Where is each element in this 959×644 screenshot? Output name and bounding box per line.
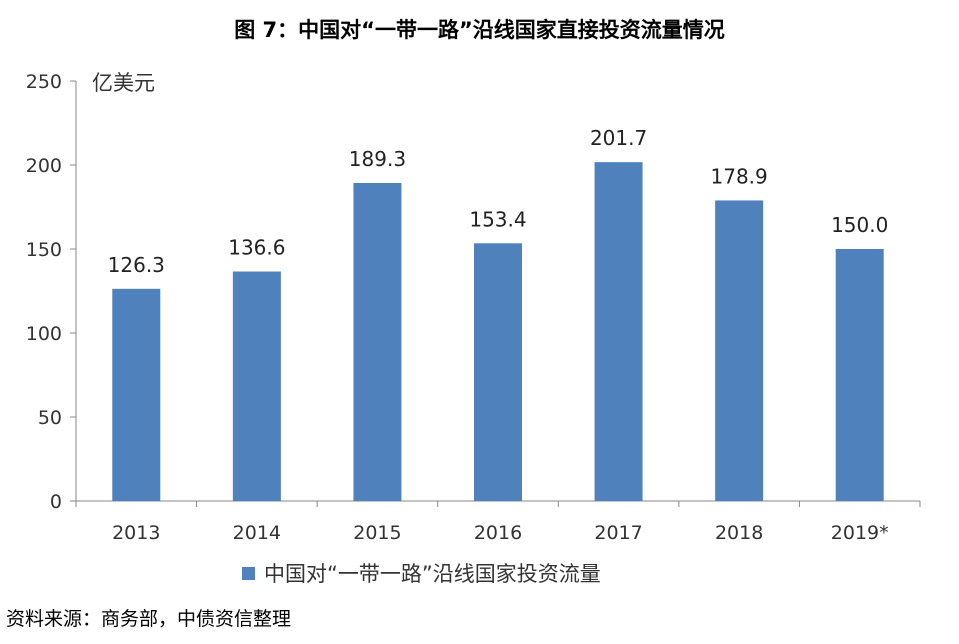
source-note: 资料来源：商务部，中债资信整理 [6,608,292,630]
bars [112,162,884,502]
bar [232,271,281,501]
bar [112,288,161,501]
data-labels: 126.3 136.6 189.3 153.4 201.7 178.9 150.0 [108,126,889,277]
bar [474,243,522,501]
data-label: 189.3 [349,147,406,171]
data-label: 136.6 [228,236,285,260]
x-tick-label: 2014 [233,522,281,544]
bar [715,200,764,501]
y-axis-unit: 亿美元 [92,71,155,95]
bar [353,182,402,501]
y-tick-label: 100 [26,323,62,345]
x-tick-label: 2015 [353,522,401,544]
y-tick-label: 250 [26,71,62,93]
x-tick-label: 2018 [715,522,763,544]
bar [835,249,884,501]
data-label: 126.3 [108,253,165,277]
y-tick-label: 0 [50,491,62,513]
y-tick-label: 50 [38,407,62,429]
data-label: 153.4 [469,207,526,231]
y-tick-label: 150 [26,239,62,261]
legend: 中国对“一带一路”沿线国家投资流量 [242,558,601,588]
data-label: 178.9 [711,164,768,188]
x-tick-label: 2019* [831,522,889,544]
x-tick-label: 2013 [112,522,160,544]
y-tick-label: 200 [26,155,62,177]
legend-label: 中国对“一带一路”沿线国家投资流量 [264,562,601,586]
data-label: 201.7 [590,126,647,150]
x-tick-label: 2016 [474,522,522,544]
x-tick-label: 2017 [594,522,642,544]
data-label: 150.0 [831,213,888,237]
chart-title: 图 7：中国对“一带一路”沿线国家直接投资流量情况 [234,18,725,42]
bar [594,162,643,502]
legend-swatch [242,566,255,580]
